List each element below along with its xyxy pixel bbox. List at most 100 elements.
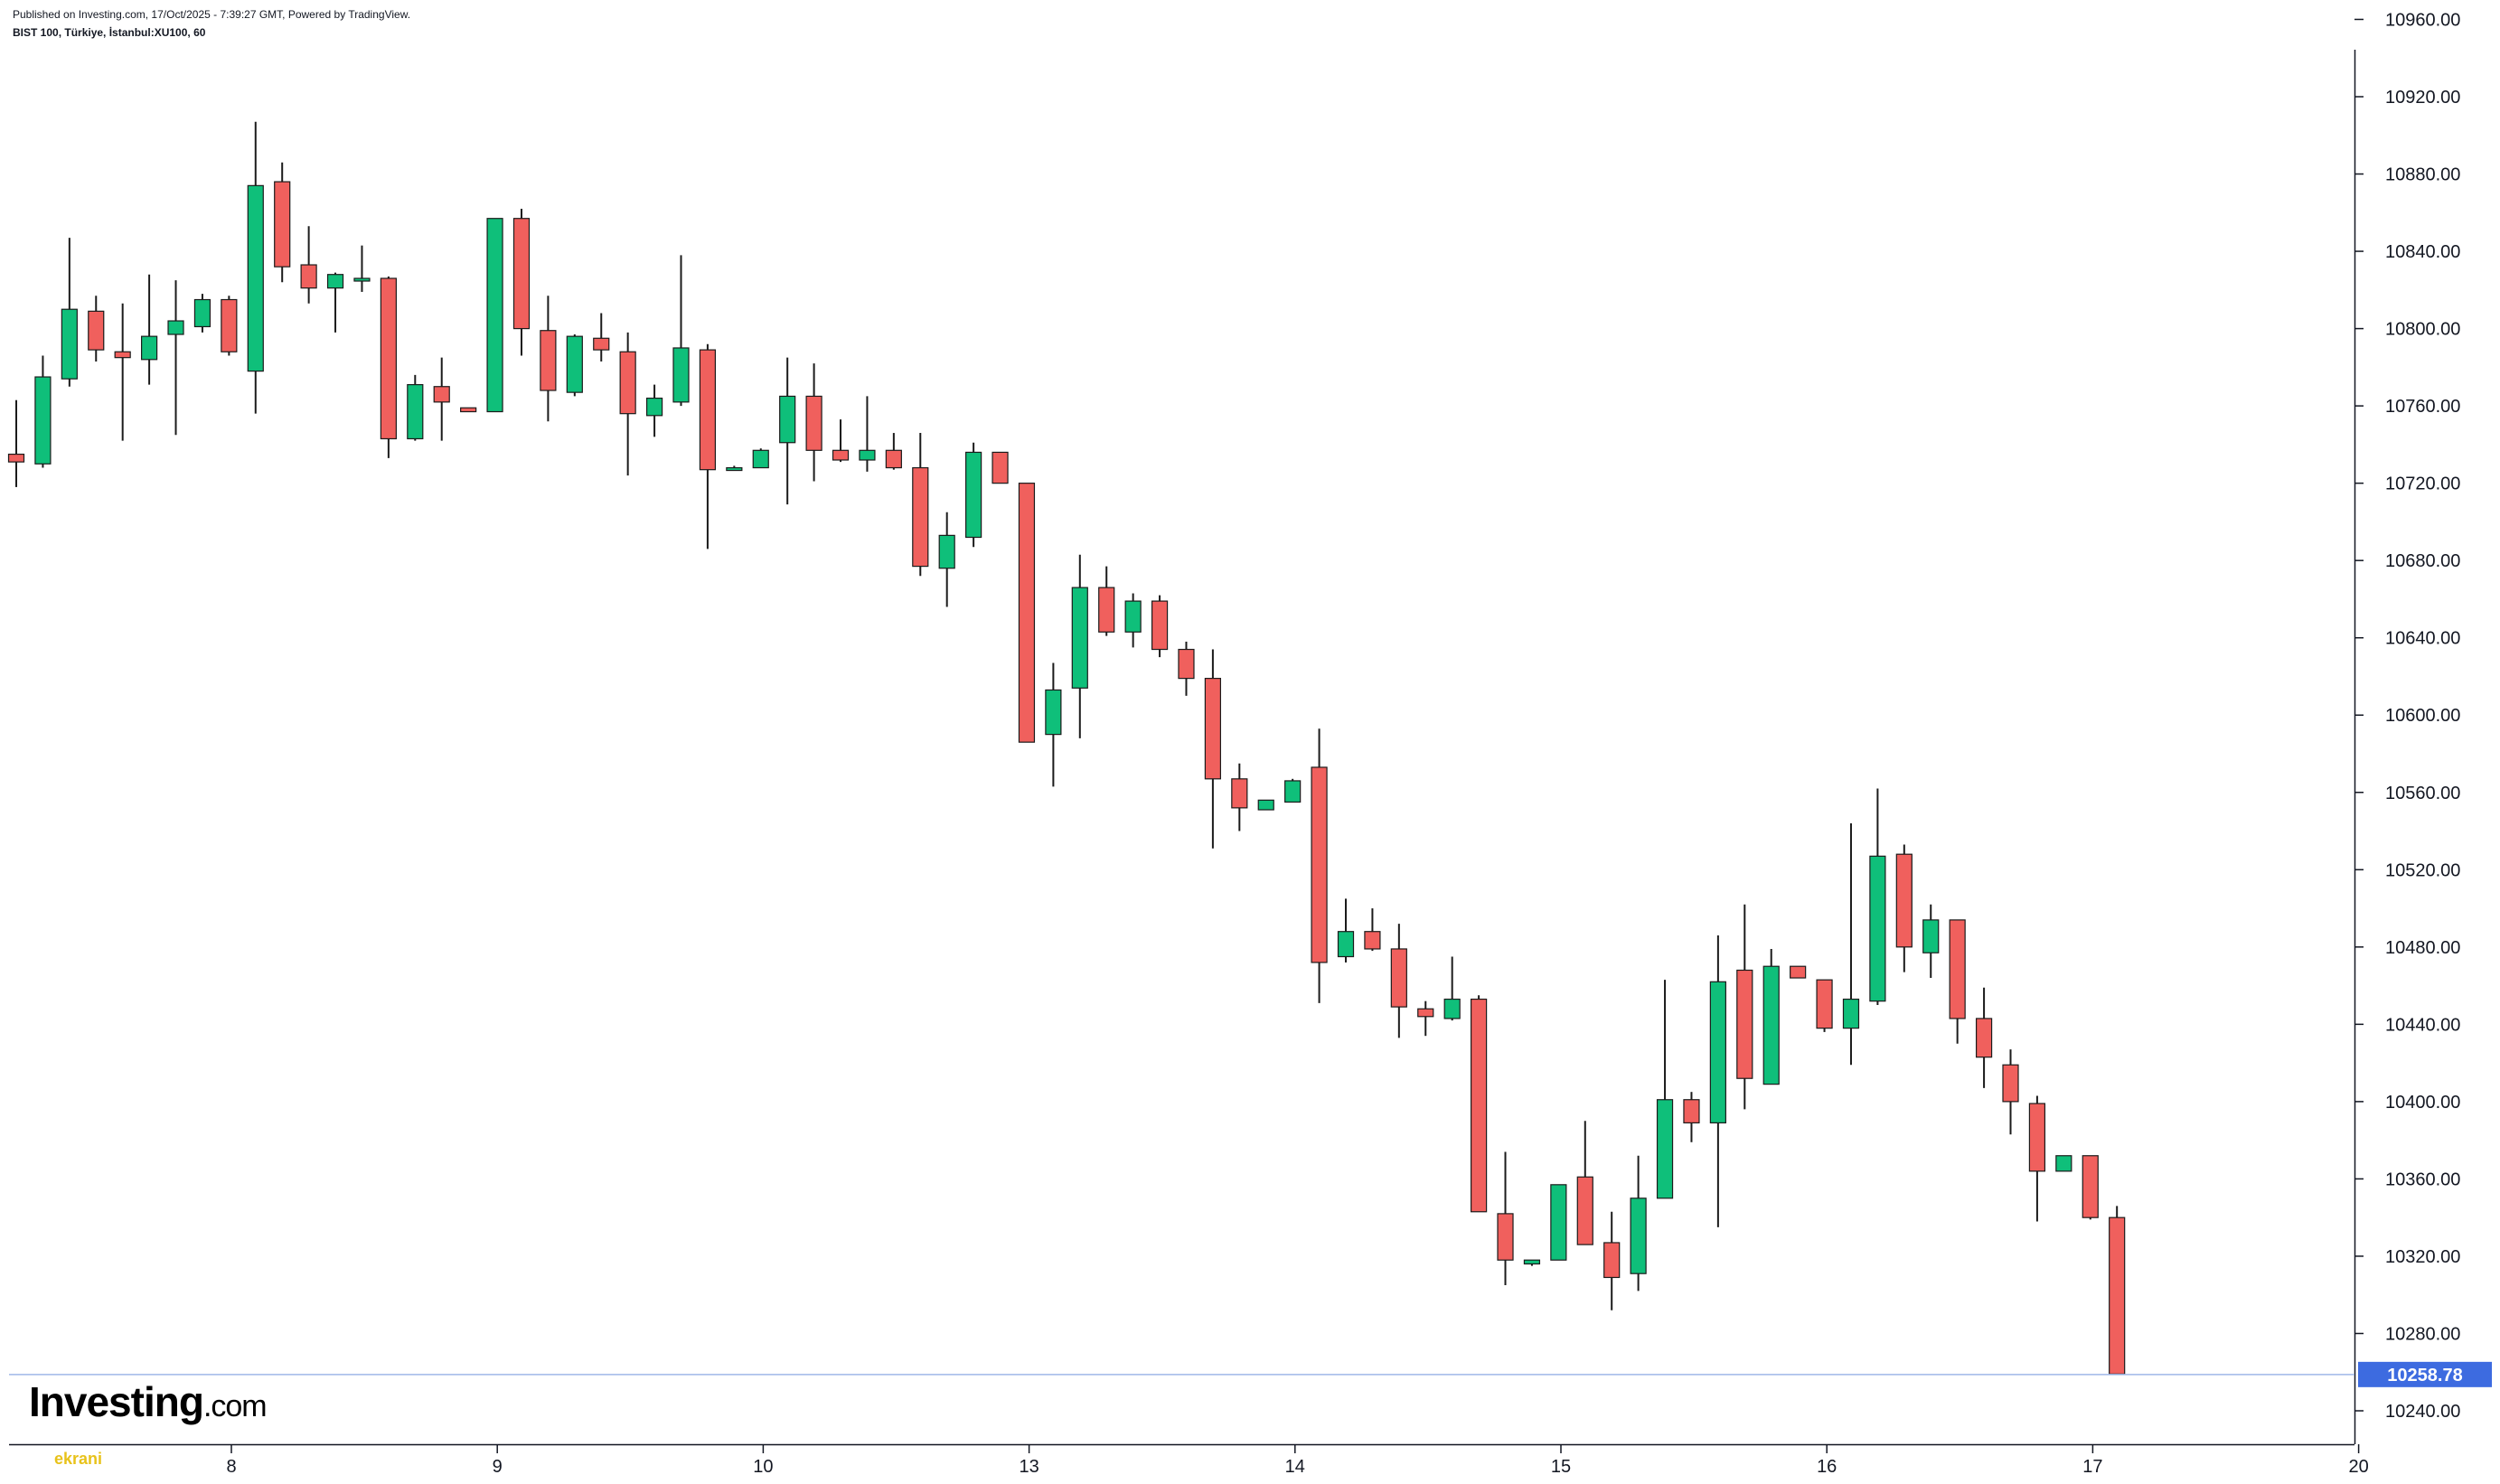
- candle-body: [2082, 1155, 2099, 1218]
- logo-brand: Investing: [29, 1378, 204, 1425]
- candle-body: [61, 308, 78, 380]
- x-tick-label: 10: [753, 1457, 773, 1477]
- y-tick-label: 10960.00: [2385, 10, 2460, 30]
- candle-body: [672, 347, 690, 403]
- candle-body: [1576, 1176, 1593, 1245]
- candle-body: [7, 453, 25, 463]
- candle-body: [141, 335, 158, 361]
- candle-body: [1523, 1259, 1541, 1265]
- candle-body: [1151, 600, 1169, 651]
- logo-tld: .com: [202, 1389, 268, 1423]
- investing-logo: Investing.com: [29, 1377, 268, 1426]
- y-tick-label: 10880.00: [2385, 165, 2460, 185]
- candle-body: [1762, 965, 1780, 1085]
- watermark-logo: ekrani: [54, 1450, 103, 1468]
- y-tick-label: 10360.00: [2385, 1169, 2460, 1189]
- x-tick-label: 9: [493, 1457, 503, 1477]
- candle-body: [380, 277, 397, 440]
- candle-body: [167, 320, 184, 335]
- candle-body: [1816, 979, 1833, 1029]
- current-price-label: 10258.78: [2387, 1366, 2462, 1385]
- candle-body: [1922, 919, 1940, 953]
- candle-body: [965, 451, 982, 539]
- candle-body: [805, 395, 822, 451]
- candle-body: [1098, 587, 1115, 633]
- x-tick-label: 13: [1019, 1457, 1039, 1477]
- y-tick-label: 10920.00: [2385, 88, 2460, 108]
- y-tick-label: 10800.00: [2385, 320, 2460, 340]
- candle-body: [540, 330, 557, 391]
- candle-body: [885, 449, 902, 469]
- candle-body: [726, 466, 743, 472]
- candle-body: [859, 449, 876, 461]
- candle-body: [779, 395, 796, 444]
- candle-body: [1443, 998, 1461, 1019]
- candle-body: [1071, 587, 1088, 689]
- x-tick-label: 16: [1817, 1457, 1837, 1477]
- y-tick-label: 10240.00: [2385, 1402, 2460, 1422]
- candle-body: [326, 274, 344, 289]
- candle-body: [1895, 853, 1913, 948]
- candle-body: [619, 351, 636, 415]
- candle-body: [2055, 1155, 2072, 1172]
- candle-body: [1790, 965, 1807, 979]
- candle-body: [88, 310, 105, 351]
- candle-body: [2002, 1064, 2019, 1103]
- candle-body: [1736, 969, 1753, 1079]
- candle-body: [593, 337, 610, 351]
- y-tick-label: 10720.00: [2385, 474, 2460, 494]
- y-tick-label: 10640.00: [2385, 629, 2460, 649]
- y-tick-label: 10600.00: [2385, 706, 2460, 726]
- candle-body: [1231, 778, 1248, 809]
- candle-body: [912, 466, 929, 568]
- y-tick-label: 10680.00: [2385, 551, 2460, 571]
- candle-body: [512, 218, 531, 330]
- candle-body: [114, 351, 131, 359]
- candle-body: [1683, 1099, 1700, 1124]
- candle-body: [274, 181, 291, 268]
- candle-body: [2028, 1103, 2046, 1172]
- candle-body: [1417, 1008, 1434, 1018]
- candle-body: [2109, 1216, 2126, 1375]
- candle-body: [1018, 483, 1036, 743]
- candle-body: [699, 349, 717, 471]
- candle-body: [486, 218, 503, 413]
- candle-body: [1257, 799, 1274, 811]
- candle-body: [1470, 998, 1488, 1213]
- candle-body: [1311, 766, 1328, 963]
- published-note: Published on Investing.com, 17/Oct/2025 …: [13, 8, 411, 21]
- candle-body: [992, 451, 1009, 484]
- candle-body: [752, 449, 769, 469]
- candle-body: [938, 534, 955, 569]
- x-tick-label: 14: [1285, 1457, 1305, 1477]
- candle-body: [1124, 600, 1142, 633]
- candle-body: [460, 407, 477, 413]
- x-tick-label: 8: [226, 1457, 236, 1477]
- candle-body: [1178, 648, 1195, 680]
- y-tick-label: 10280.00: [2385, 1324, 2460, 1344]
- candle-body: [221, 298, 238, 352]
- candle-body: [1630, 1198, 1647, 1274]
- candle-body: [1550, 1184, 1567, 1261]
- chart-header: Published on Investing.com, 17/Oct/2025 …: [13, 5, 410, 42]
- y-tick-label: 10760.00: [2385, 397, 2460, 417]
- symbol-title: BIST 100, Türkiye, İstanbul:XU100, 60: [13, 26, 206, 39]
- candle-body: [1390, 948, 1407, 1008]
- candle-body: [1975, 1018, 1993, 1058]
- candle-body: [645, 397, 663, 417]
- candle-body: [1497, 1213, 1514, 1261]
- x-tick-label: 17: [2082, 1457, 2102, 1477]
- current-price-badge: [2358, 1361, 2492, 1387]
- candle-body: [1337, 931, 1355, 958]
- x-tick-label: 20: [2348, 1457, 2368, 1477]
- y-tick-label: 10560.00: [2385, 784, 2460, 803]
- y-tick-label: 10520.00: [2385, 860, 2460, 880]
- y-tick-label: 10440.00: [2385, 1015, 2460, 1035]
- candle-body: [433, 386, 450, 403]
- x-tick-label: 15: [1551, 1457, 1571, 1477]
- y-tick-label: 10320.00: [2385, 1247, 2460, 1267]
- candle-body: [1364, 931, 1381, 950]
- candle-body: [247, 184, 264, 372]
- candle-body: [1869, 855, 1886, 1002]
